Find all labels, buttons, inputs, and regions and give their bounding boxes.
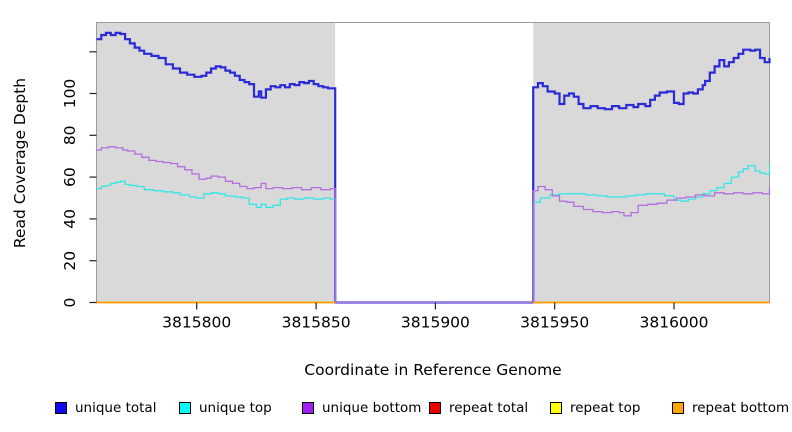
series-line-unique-bottom [96, 146, 771, 304]
legend-label: repeat bottom [692, 400, 790, 416]
x-tick-label: 3815900 [401, 314, 470, 332]
legend-item-unique-total: unique total [55, 399, 156, 417]
legend-swatch-repeat-total [429, 402, 441, 414]
legend-swatch-unique-top [179, 402, 191, 414]
y-tick-label: 60 [61, 167, 79, 187]
y-axis-title: Read Coverage Depth [11, 77, 29, 249]
y-tick-label: 40 [61, 209, 79, 229]
legend-label: unique bottom [322, 400, 422, 416]
x-tick-label: 3815850 [282, 314, 351, 332]
legend-item-repeat-bottom: repeat bottom [672, 399, 789, 417]
legend-swatch-unique-bottom [302, 402, 314, 414]
legend-label: repeat top [570, 400, 641, 416]
legend-swatch-repeat-bottom [672, 402, 684, 414]
legend-label: unique top [199, 400, 272, 416]
legend-item-unique-bottom: unique bottom [302, 399, 421, 417]
legend-swatch-repeat-top [550, 402, 562, 414]
series-line-unique-total [96, 31, 771, 304]
legend-swatch-unique-total [55, 402, 67, 414]
legend-item-repeat-total: repeat total [429, 399, 528, 417]
legend-item-unique-top: unique top [179, 399, 272, 417]
x-tick-label: 3815800 [162, 314, 231, 332]
no-data-gap-region [335, 22, 534, 303]
series-line-unique-top [96, 164, 771, 304]
legend-item-repeat-top: repeat top [550, 399, 640, 417]
y-tick-label: 20 [61, 251, 79, 271]
legend-label: unique total [75, 400, 157, 416]
legend-label: repeat total [449, 400, 529, 416]
x-axis-title: Coordinate in Reference Genome [304, 361, 562, 379]
y-tick-label: 100 [61, 79, 79, 109]
y-tick-label: 80 [61, 125, 79, 145]
plot-svg: 3815800 3815850 3815900 3815950 3816000 0 20 40… [61, 22, 771, 332]
legend: unique total unique top unique bottom repea… [0, 399, 792, 419]
x-tick-label: 3816000 [639, 314, 708, 332]
x-tick-label: 3815950 [520, 314, 589, 332]
y-tick-label: 0 [61, 298, 79, 308]
